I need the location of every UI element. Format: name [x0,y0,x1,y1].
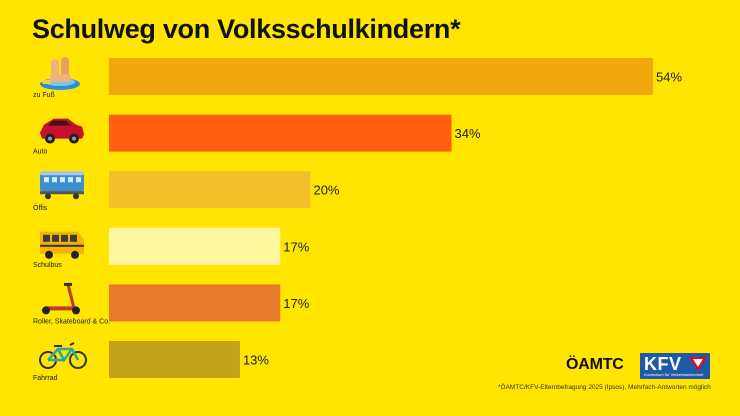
logo-area: ÖAMTC KFV Kuratorium für Verkehrssicherh… [566,353,712,379]
oamtc-logo: ÖAMTC [566,356,624,374]
chart-row: 17% Roller, Skateboard & Co. [33,282,310,325]
value-label: 17% [283,296,309,311]
footnote: *ÖAMTC/KFV-Elternbefragung 2025 (Ipsos),… [498,384,711,391]
kfv-flag-icon [689,357,707,371]
chart-row: 13% Fahrrad [33,341,269,382]
feet-on-skateboard-icon [40,57,80,90]
scooter-icon [42,282,80,315]
category-label: Öffis [33,204,48,212]
school-bus-icon [40,231,84,259]
bar [109,284,281,322]
value-label: 34% [455,126,481,141]
bar [109,341,240,378]
kfv-logo-subtitle: Kuratorium für Verkehrssicherheit [644,372,704,377]
kfv-logo: KFV Kuratorium für Verkehrssicherheit [640,353,710,379]
category-label: zu Fuß [33,92,55,99]
category-label: Schulbus [33,262,62,269]
bicycle-icon [39,342,87,369]
car-icon [40,118,84,144]
bar [109,171,311,209]
oamtc-logo-text: ÖAMTC [566,356,624,373]
value-label: 20% [313,183,339,198]
bar [109,227,281,265]
category-label: Roller, Skateboard & Co. [33,318,110,325]
chart-row: 20% Öffis [33,171,340,212]
kfv-logo-text: KFV [644,354,682,374]
bar [109,58,653,95]
chart-row: 34% Auto [33,114,481,156]
value-label: 17% [283,239,309,254]
bar [109,114,452,152]
category-label: Fahrrad [33,375,58,382]
chart-row: 54% zu Fuß [33,57,682,99]
chart-row: 17% Schulbus [33,227,310,269]
value-label: 54% [656,70,682,85]
value-label: 13% [243,353,269,368]
category-label: Auto [33,149,48,156]
train-icon [40,171,84,200]
chart-title: Schulweg von Volksschulkindern* [32,14,461,44]
